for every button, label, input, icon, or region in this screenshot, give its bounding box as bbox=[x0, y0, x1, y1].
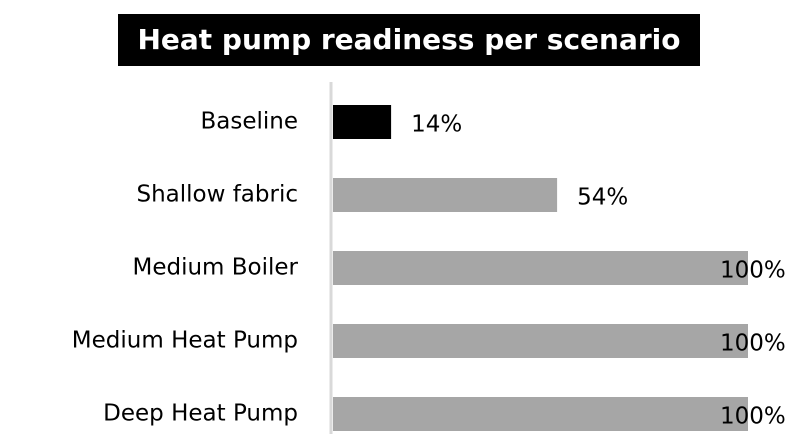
value-label: 100% bbox=[720, 404, 786, 430]
category-label: Shallow fabric bbox=[136, 182, 298, 208]
bar bbox=[333, 324, 748, 358]
category-label: Deep Heat Pump bbox=[103, 401, 298, 427]
bar bbox=[333, 397, 748, 431]
value-label: 100% bbox=[720, 331, 786, 357]
bar bbox=[333, 178, 558, 212]
bar bbox=[333, 251, 748, 285]
value-label: 54% bbox=[577, 185, 628, 211]
category-label: Medium Heat Pump bbox=[72, 328, 298, 354]
title-background bbox=[118, 14, 700, 66]
bar bbox=[333, 105, 392, 139]
value-label: 100% bbox=[720, 258, 786, 284]
value-label: 14% bbox=[411, 112, 462, 138]
category-label: Medium Boiler bbox=[132, 255, 298, 281]
category-label: Baseline bbox=[200, 109, 298, 135]
chart-title: Heat pump readiness per scenario bbox=[137, 23, 680, 56]
